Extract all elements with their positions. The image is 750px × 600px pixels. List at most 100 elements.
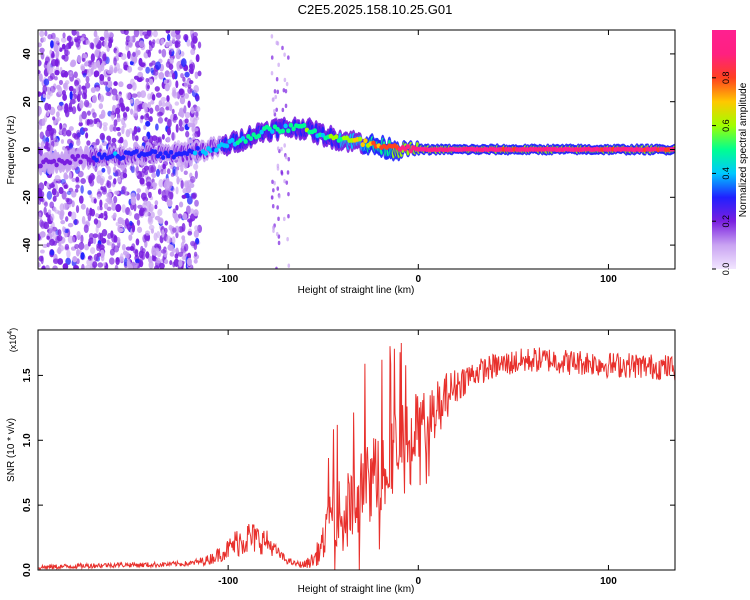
spectrogram-noise-cell	[102, 125, 108, 132]
spectrogram-noise-cell	[117, 176, 121, 183]
spectrogram-noise-cell	[83, 99, 90, 108]
spectrogram-ridge-peak	[302, 123, 307, 128]
spectrogram-noise-cell	[283, 216, 286, 222]
spectrogram-noise-cell	[140, 115, 144, 120]
spectrogram-noise-cell	[154, 247, 160, 253]
spectrogram-noise-cell	[137, 226, 143, 233]
spectrogram-noise-cell	[175, 33, 181, 40]
spectrogram-noise-cell	[120, 164, 126, 171]
spectrogram-noise-cell	[134, 213, 140, 221]
spectrogram-noise-cell	[99, 74, 105, 81]
spectrogram-noise-cell	[281, 107, 285, 113]
spectrogram-noise-cell	[54, 76, 58, 81]
spectrogram-noise-cell	[89, 42, 94, 49]
spectrogram-ridge-peak	[283, 123, 288, 129]
spectrogram-noise-cell	[184, 118, 189, 124]
spectrogram-noise-cell	[66, 190, 72, 196]
spectrogram-noise-cell	[142, 102, 148, 110]
spectrogram-noise-cell	[109, 124, 114, 132]
spectrogram-noise-cell	[182, 76, 186, 82]
spectrogram-noise-cell	[174, 253, 179, 259]
spectrogram-noise-cell	[138, 40, 145, 48]
spectrogram-noise-cell	[164, 220, 169, 226]
spectrogram-y-tick-label: 0	[22, 146, 33, 152]
spectrogram-noise-cell	[99, 132, 105, 141]
spectrogram-noise-cell	[179, 96, 186, 105]
spectrogram-noise-cell	[130, 108, 134, 115]
spectrogram-noise-cell	[89, 247, 96, 255]
spectrogram-noise-cell	[44, 201, 48, 207]
spectrogram-noise-cell	[97, 262, 104, 268]
spectrogram-noise-cell	[75, 85, 79, 93]
spectrogram-noise-cell	[135, 262, 139, 267]
spectrogram-noise-cell	[178, 119, 183, 128]
spectrogram-noise-cell	[172, 227, 177, 233]
spectrogram-noise-cell	[160, 38, 165, 45]
spectrogram-noise-cell	[154, 265, 160, 269]
spectrogram-noise-cell	[173, 258, 180, 267]
spectrogram-noise-cell	[134, 258, 140, 264]
spectrogram-noise-cell	[193, 251, 198, 257]
spectrogram-noise-cell	[96, 205, 101, 211]
spectrogram-noise-cell	[139, 76, 145, 81]
spectrogram-noise-cell	[46, 147, 51, 152]
spectrogram-noise-cell	[145, 230, 151, 236]
colorbar-gradient	[712, 30, 736, 269]
spectrogram-noise-cell	[117, 131, 122, 137]
spectrogram-noise-cell	[140, 90, 147, 98]
spectrogram-noise-cell	[75, 176, 80, 183]
spectrogram-noise-cell	[161, 101, 166, 107]
spectrogram-noise-cell	[191, 193, 197, 200]
spectrogram-noise-cell	[275, 76, 279, 82]
spectrogram-noise-cell	[277, 240, 281, 246]
spectrogram-noise-cell	[188, 63, 194, 69]
spectrogram-ridge-peak	[405, 144, 411, 149]
spectrogram-noise-cell	[180, 72, 184, 79]
spectrogram-noise-cell	[42, 84, 48, 94]
spectrogram-noise-cell	[85, 132, 89, 139]
spectrogram-noise-cell	[72, 256, 78, 263]
spectrogram-noise-cell	[169, 191, 174, 200]
spectrogram-noise-cell	[103, 202, 109, 210]
spectrogram-noise-cell	[113, 178, 117, 185]
spectrogram-noise-cell	[152, 39, 156, 45]
spectrogram-noise-cell	[52, 116, 56, 121]
spectrogram-noise-cell	[157, 117, 164, 124]
snr-series-line	[38, 342, 675, 570]
spectrogram-noise-cell	[272, 188, 275, 193]
spectrogram-noise-cell	[143, 135, 148, 141]
spectrogram-noise-cell	[181, 194, 187, 199]
spectrogram-noise-cell	[84, 243, 90, 251]
spectrogram-noise-cell	[171, 108, 175, 115]
spectrogram-ridge-peak	[312, 128, 318, 134]
spectrogram-noise-cell	[154, 86, 160, 92]
spectrogram-noise-cell	[137, 66, 144, 71]
spectrogram-noise-cell	[178, 126, 185, 132]
spectrogram-noise-cell	[146, 30, 152, 37]
spectrogram-noise-cell	[70, 211, 77, 221]
spectrogram-noise-cell	[61, 190, 67, 200]
spectrogram-noise-cell	[147, 49, 152, 58]
spectrogram-noise-cell	[158, 262, 165, 269]
spectrogram-noise-cell	[73, 218, 78, 226]
spectrogram-noise-cell	[57, 86, 63, 95]
spectrogram-ridge-peak	[158, 151, 163, 157]
spectrogram-noise-cell	[125, 92, 131, 100]
spectrogram-noise-cell	[80, 177, 86, 185]
spectrogram-noise-cell	[139, 177, 145, 185]
spectrogram-noise-cell	[133, 75, 140, 80]
spectrogram-noise-cell	[38, 142, 41, 147]
spectrogram-noise-cell	[105, 91, 112, 96]
spectrogram-noise-cell	[183, 243, 189, 252]
spectrogram-noise-cell	[126, 50, 131, 60]
spectrogram-noise-cell	[44, 102, 50, 111]
spectrogram-noise-cell	[81, 216, 86, 225]
spectrogram-ridge-peak	[73, 156, 78, 162]
spectrogram-noise-cell	[77, 170, 84, 178]
spectrogram-noise-cell	[129, 98, 134, 104]
spectrogram-noise-cell	[81, 92, 87, 100]
spectrogram-noise-cell	[113, 57, 117, 66]
spectrogram-noise-cell	[194, 116, 200, 121]
spectrogram-noise-cell	[62, 32, 66, 39]
spectrogram-noise-cell	[193, 229, 200, 238]
